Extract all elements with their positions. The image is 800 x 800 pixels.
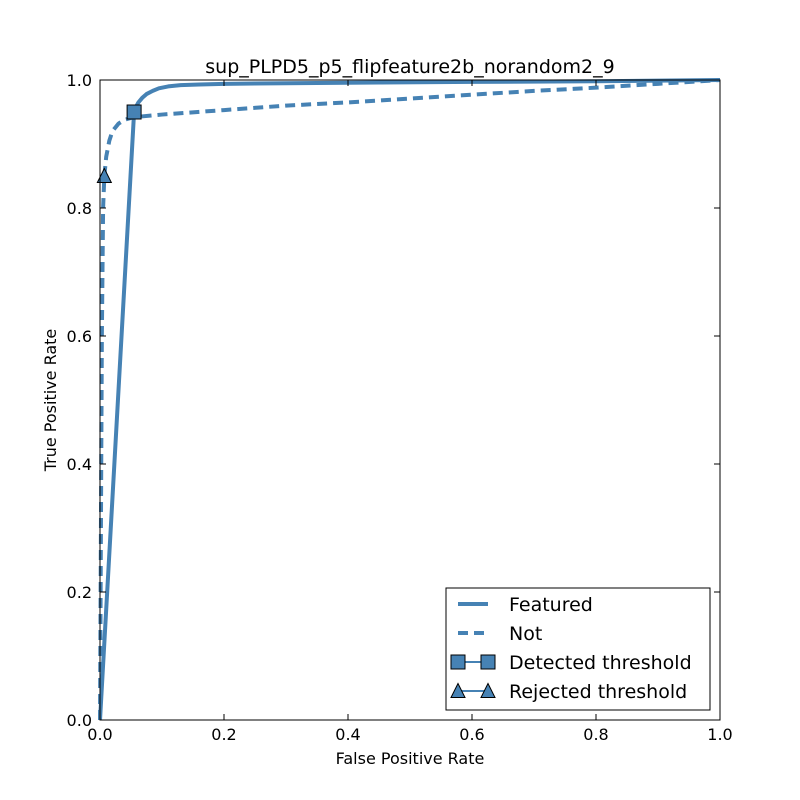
legend-swatch-marker: [450, 654, 466, 670]
x-tick-label: 0.8: [583, 725, 608, 744]
x-tick-label: 0.2: [211, 725, 236, 744]
tick-layer: 0.0 0.2 0.4 0.6 0.8 1.0 0.0 0.2 0.4 0.6 0.8 1.0: [67, 71, 733, 744]
x-tick-label: 1.0: [707, 725, 732, 744]
y-axis-label: True Positive Rate: [41, 329, 60, 473]
x-tick-label: 0.4: [335, 725, 360, 744]
y-tick-label: 0.6: [67, 327, 92, 346]
y-tick-label: 0.8: [67, 199, 92, 218]
x-axis-label: False Positive Rate: [336, 749, 485, 768]
legend-swatch-marker: [450, 682, 466, 698]
chart-title: sup_PLPD5_p5_flipfeature2b_norandom2_9: [205, 56, 614, 78]
legend-entry: Rejected threshold: [450, 681, 687, 703]
legend-swatch-marker: [480, 682, 496, 698]
series-layer: [98, 78, 721, 721]
x-tick-label: 0.0: [87, 725, 112, 744]
marker-rejected-threshold: [96, 167, 113, 183]
series-line-featured: [98, 78, 721, 721]
legend-label: Detected threshold: [509, 652, 692, 674]
legend: Featured Not Detected threshold Rejected th…: [445, 587, 711, 711]
legend-entry: Not: [458, 623, 542, 645]
legend-entries: Featured Not Detected threshold Rejected th…: [450, 594, 692, 703]
legend-label: Rejected threshold: [509, 681, 687, 703]
legend-entry: Detected threshold: [450, 652, 692, 674]
legend-swatch-marker: [480, 654, 496, 670]
plot-frame: [99, 79, 721, 721]
marker-detected-threshold: [126, 104, 142, 120]
legend-label: Not: [509, 623, 542, 645]
y-tick-label: 0.4: [67, 455, 92, 474]
x-tick-label: 0.6: [459, 725, 484, 744]
y-tick-label: 0.0: [67, 711, 92, 730]
y-tick-label: 1.0: [67, 71, 92, 90]
marker-layer: [96, 104, 142, 183]
plot-area: [96, 78, 721, 721]
legend-entry: Featured: [458, 594, 593, 616]
y-tick-label: 0.2: [67, 583, 92, 602]
legend-label: Featured: [509, 594, 593, 616]
